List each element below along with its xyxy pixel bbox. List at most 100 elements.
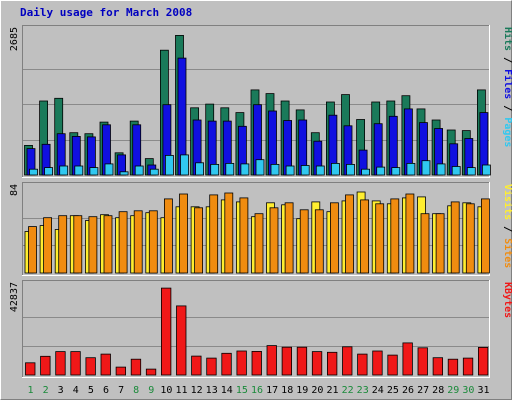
bar-sites-day-23 bbox=[360, 199, 370, 274]
series-kbytes bbox=[25, 287, 489, 376]
bar-pages-day-16 bbox=[255, 159, 265, 176]
bar-pages-day-10 bbox=[164, 154, 174, 176]
bar-sites-day-5 bbox=[88, 216, 98, 274]
bar-sites-day-26 bbox=[405, 193, 415, 274]
bar-pages-day-19 bbox=[300, 165, 310, 176]
bar-sites-day-29 bbox=[450, 201, 460, 274]
bar-pages-day-17 bbox=[270, 163, 280, 176]
x-tick-label-day-27: 27 bbox=[417, 385, 429, 396]
bar-pages-day-6 bbox=[104, 163, 114, 176]
bar-kbytes-day-31 bbox=[477, 346, 489, 376]
bar-kbytes-day-21 bbox=[326, 351, 338, 376]
x-tick-label-day-4: 4 bbox=[73, 385, 79, 396]
bar-pages-day-18 bbox=[285, 165, 295, 176]
bar-sites-day-17 bbox=[269, 207, 279, 274]
bar-kbytes-day-11 bbox=[176, 305, 187, 376]
bar-pages-day-12 bbox=[195, 162, 205, 176]
bar-sites-day-10 bbox=[163, 198, 173, 274]
bar-sites-day-28 bbox=[435, 213, 445, 274]
bar-sites-day-20 bbox=[314, 209, 324, 274]
panel-visits-sites: 84 Visits / Sites bbox=[9, 182, 512, 276]
bar-pages-day-27 bbox=[421, 160, 431, 176]
x-tick-label-day-16: 16 bbox=[251, 385, 263, 396]
x-tick-label-day-1: 1 bbox=[27, 385, 33, 396]
bar-kbytes-day-23 bbox=[357, 353, 368, 376]
bar-kbytes-day-1 bbox=[25, 362, 36, 376]
bar-kbytes-day-2 bbox=[40, 355, 51, 376]
x-tick-label-day-15: 15 bbox=[236, 385, 248, 396]
legend-separator: / bbox=[502, 51, 512, 69]
bar-kbytes-day-29 bbox=[447, 358, 459, 376]
bar-pages-day-23 bbox=[361, 168, 371, 176]
x-tick-label-day-6: 6 bbox=[103, 385, 109, 396]
bar-kbytes-day-19 bbox=[296, 346, 308, 376]
bar-kbytes-day-10 bbox=[160, 287, 172, 376]
bar-sites-day-13 bbox=[209, 194, 219, 274]
bar-kbytes-day-26 bbox=[402, 342, 413, 376]
bar-pages-day-22 bbox=[346, 163, 355, 176]
bar-pages-day-28 bbox=[436, 163, 446, 176]
bar-sites-day-21 bbox=[329, 202, 339, 274]
bar-pages-day-2 bbox=[44, 167, 53, 176]
bar-sites-day-24 bbox=[375, 203, 385, 274]
x-axis-day-labels: 1 2 3 4 5 6 7 8 9 10 11 12 13 14 15 16 17 18 19 20 21 22 23 24 2… bbox=[27, 385, 489, 396]
bar-pages-day-4 bbox=[74, 165, 84, 176]
bar-pages-day-13 bbox=[210, 163, 220, 176]
y-max-label: 2685 bbox=[9, 27, 20, 51]
bar-pages-day-29 bbox=[451, 166, 461, 176]
bar-pages-day-21 bbox=[330, 162, 340, 176]
x-tick-label-day-22: 22 bbox=[342, 385, 354, 396]
bar-pages-day-14 bbox=[225, 162, 235, 176]
x-tick-label-day-31: 31 bbox=[477, 385, 489, 396]
bar-sites-day-25 bbox=[390, 198, 400, 274]
bar-sites-day-30 bbox=[465, 203, 475, 274]
bar-pages-day-24 bbox=[376, 166, 386, 176]
bar-sites-day-16 bbox=[254, 213, 264, 274]
series-pages bbox=[29, 154, 491, 176]
bar-kbytes-day-6 bbox=[100, 353, 111, 376]
x-tick-label-day-11: 11 bbox=[175, 385, 187, 396]
x-tick-label-day-12: 12 bbox=[191, 385, 203, 396]
bar-sites-day-6 bbox=[103, 215, 113, 274]
legend-separator: / bbox=[502, 99, 512, 117]
x-tick-label-day-19: 19 bbox=[296, 385, 308, 396]
bar-pages-day-15 bbox=[240, 163, 250, 176]
bar-kbytes-day-8 bbox=[130, 358, 142, 376]
bar-sites-day-22 bbox=[345, 194, 354, 274]
legend: Hits / Files / Pages bbox=[502, 27, 512, 147]
bar-kbytes-day-4 bbox=[70, 351, 81, 376]
bar-pages-day-31 bbox=[481, 164, 491, 176]
bar-sites-day-8 bbox=[133, 210, 143, 274]
panel-kbytes: 42837 KBytes bbox=[9, 280, 512, 378]
legend-separator: / bbox=[502, 220, 512, 238]
bar-kbytes-day-14 bbox=[221, 352, 232, 376]
bar-pages-day-7 bbox=[119, 171, 129, 176]
bar-pages-day-30 bbox=[466, 167, 476, 176]
bar-kbytes-day-28 bbox=[432, 357, 444, 376]
bar-sites-day-9 bbox=[148, 210, 158, 274]
x-tick-label-day-24: 24 bbox=[372, 385, 384, 396]
bar-kbytes-day-27 bbox=[417, 347, 428, 376]
series-files bbox=[26, 57, 489, 176]
x-tick-label-day-7: 7 bbox=[118, 385, 124, 396]
x-tick-label-day-25: 25 bbox=[387, 385, 399, 396]
legend-entry-hits: Hits bbox=[502, 27, 512, 51]
bar-kbytes-day-24 bbox=[372, 350, 383, 376]
bar-sites-day-2 bbox=[43, 217, 52, 274]
x-tick-label-day-9: 9 bbox=[148, 385, 154, 396]
x-tick-label-day-18: 18 bbox=[281, 385, 293, 396]
bar-sites-day-3 bbox=[58, 215, 68, 274]
x-tick-label-day-29: 29 bbox=[447, 385, 459, 396]
bar-sites-day-1 bbox=[28, 226, 37, 274]
bar-sites-day-18 bbox=[284, 202, 294, 274]
x-tick-label-day-26: 26 bbox=[402, 385, 414, 396]
bar-pages-day-9 bbox=[149, 168, 159, 176]
y-max-label: 42837 bbox=[9, 282, 20, 312]
x-tick-label-day-20: 20 bbox=[311, 385, 323, 396]
x-tick-label-day-17: 17 bbox=[266, 385, 278, 396]
panel-hits-files-pages: 2685 Hits / Files / Pages bbox=[9, 25, 512, 178]
series-sites bbox=[28, 192, 490, 274]
bar-sites-day-31 bbox=[480, 198, 490, 274]
bar-sites-day-4 bbox=[73, 215, 83, 274]
x-tick-label-day-14: 14 bbox=[221, 385, 233, 396]
